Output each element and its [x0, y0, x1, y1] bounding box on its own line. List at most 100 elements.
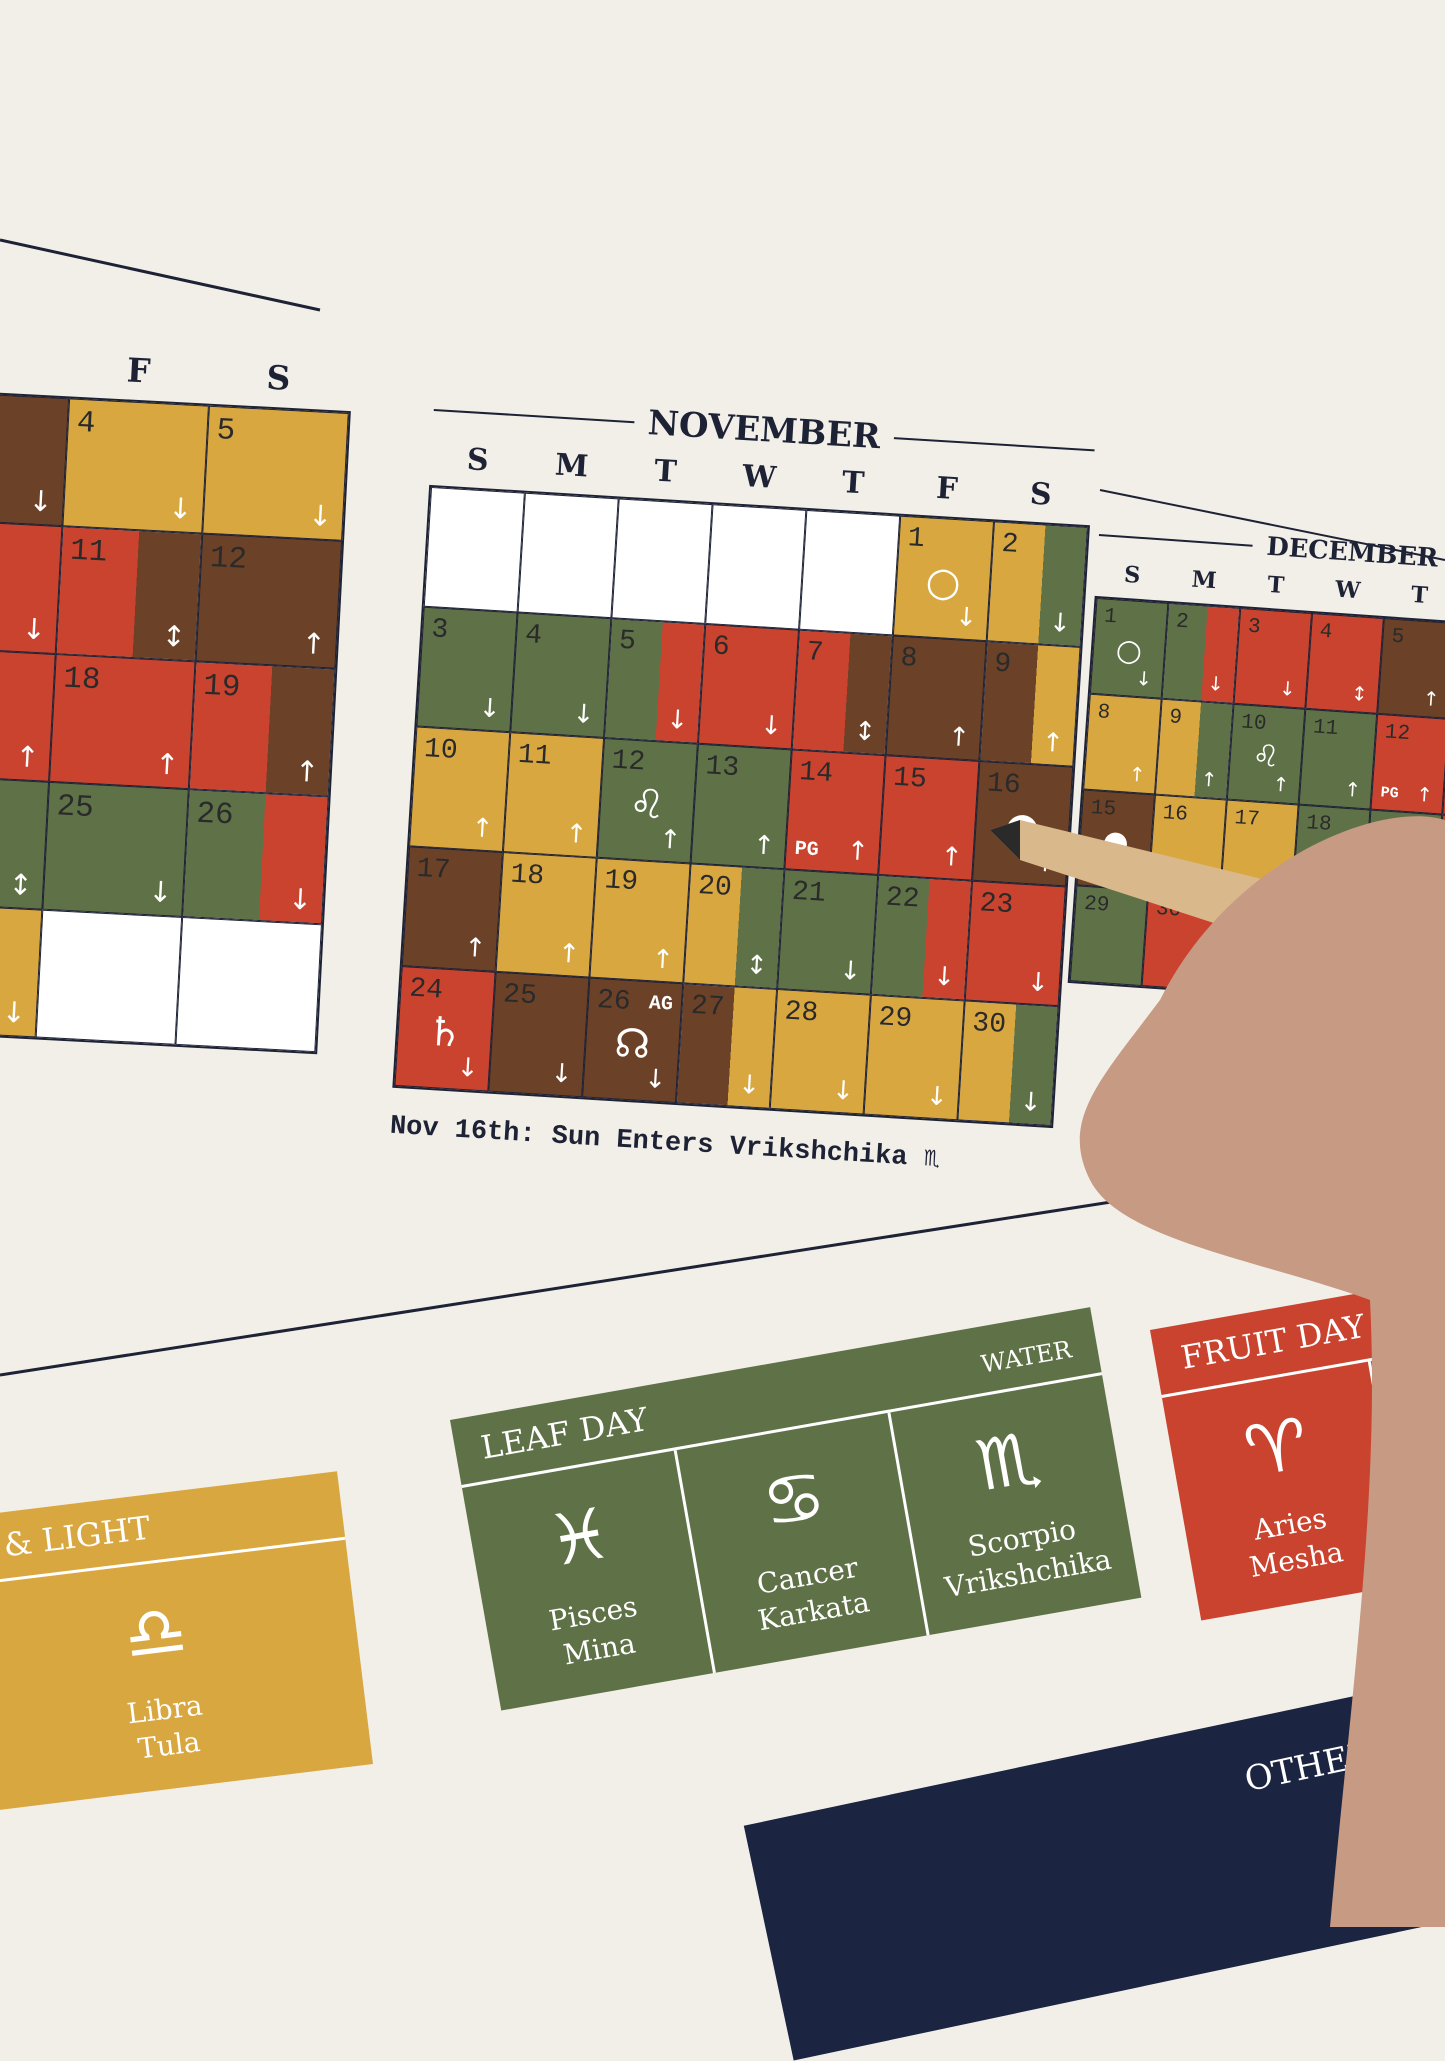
day-cell: 15 ↑ — [878, 755, 980, 881]
page: FSAG↓4↓5↓↓11↕12↑PG↑18↑19↑↕25↓26↓↓NOVEMBE… — [0, 0, 1445, 1927]
day-cell: 18 — [1291, 804, 1371, 906]
grid: AG↓4↓5↓↓11↕12↑PG↑18↑19↑↕25↓26↓↓ — [0, 388, 351, 1055]
day-cell: 18 ↑ — [495, 852, 597, 978]
day-cell: 16 — [1148, 794, 1227, 896]
sign-symbol: ♓ — [541, 1491, 618, 1584]
day-cell: 9 ↑ — [1154, 698, 1234, 800]
weekday: W — [741, 458, 778, 496]
day-arrow: ↓ — [925, 1081, 949, 1113]
day-cell: 8 ↑ — [1083, 693, 1162, 795]
day-number: 11 — [516, 739, 553, 773]
sign-symbol: ♋ — [756, 1453, 833, 1546]
day-cell: 19 — [1363, 809, 1443, 911]
day-cell: AG↓ — [0, 391, 70, 527]
blank-cell — [423, 486, 525, 613]
day-symbol: ○ — [1114, 632, 1144, 670]
week-row: ↕ 25 ↓ 26 ↓ — [0, 774, 329, 925]
day-arrow: ↓ — [571, 699, 596, 731]
day-arrow: ↓ — [1, 994, 27, 1030]
day-arrow: ↓ — [838, 955, 863, 988]
day-number: 13 — [704, 751, 740, 785]
day-arrow: ↓ — [21, 611, 47, 647]
day-number: 18 — [62, 661, 102, 699]
day-cell: 11 ↕ — [55, 526, 203, 662]
day-arrow: ↓ — [287, 881, 314, 917]
day-symbol: ● — [1003, 803, 1042, 852]
day-cell: 14 PG ↑ — [784, 749, 886, 875]
day-cell: 5 ↓ — [202, 405, 349, 541]
day-number: 29 — [1083, 892, 1111, 918]
day-number: 12 — [209, 540, 248, 578]
day-arrow: ↓ — [1278, 676, 1297, 702]
day-cell: 6 ↓ — [697, 623, 800, 750]
day-number: 3 — [430, 614, 450, 647]
day-arrow: ↓ — [954, 602, 978, 634]
day-arrow: ↓ — [1206, 671, 1225, 697]
day-cell: 17 ↑ — [401, 846, 503, 972]
weekday: M — [553, 447, 590, 485]
day-number: 16 — [1161, 802, 1189, 827]
blank-cell — [35, 909, 183, 1045]
day-number: 11 — [1312, 716, 1339, 742]
day-number: 27 — [689, 990, 726, 1024]
day-arrow: ↑ — [1415, 782, 1434, 807]
blank-cell — [175, 916, 322, 1053]
blank-cell — [1285, 900, 1364, 1002]
sign: ♋ Cancer Karkata — [673, 1412, 927, 1674]
day-cell: 12 ↑ — [195, 533, 343, 669]
day-cell: 19 ↑ — [188, 661, 336, 797]
day-number: 26 — [596, 985, 632, 1019]
week-row: PG↑18 ↑ 19 ↑ — [0, 646, 336, 797]
day-number: 1 — [906, 523, 926, 556]
blank-cell — [611, 498, 713, 624]
day-cell: 29 — [1069, 885, 1149, 987]
day-cell: 29 ↓ — [863, 994, 965, 1121]
day-number: 8 — [899, 642, 919, 675]
month: NOVEMBER S M T W T F S 1 ○ ↓ 2 ↓ 3 ↓ 4 ↓ 5 ↓ 6 ↓ 7 ↕ 8 ↑ 9 ↑ 10 ↑ 11 ↑… — [389, 390, 1096, 1182]
day-cell: 4 ↕ — [1305, 613, 1384, 714]
day-number: 15 — [1090, 797, 1117, 822]
day-arrow: ↓ — [455, 1052, 480, 1084]
day-label: AG — [648, 992, 674, 1017]
day-arrow: ↑ — [1128, 762, 1147, 787]
day-number: 17 — [1233, 807, 1261, 832]
day-number: 30 — [971, 1008, 1007, 1042]
day-number: 19 — [603, 865, 639, 899]
day-cell: 5 ↑ — [1377, 618, 1445, 719]
weekday: T — [653, 453, 678, 490]
day-arrow: ↓ — [759, 710, 784, 742]
day-arrow: ↓ — [1018, 1087, 1043, 1119]
day-cell: 1 ○ ↓ — [892, 515, 995, 642]
day-number: 26 — [195, 796, 235, 834]
day-number: 2 — [1000, 528, 1020, 561]
day-cell: 18 ↑ — [49, 654, 196, 790]
day-arrow: ↑ — [1200, 767, 1218, 792]
day-cell: 30 — [1141, 890, 1221, 992]
day-number: 14 — [798, 756, 834, 790]
day-cell: 8 ↑ — [885, 635, 987, 761]
day-arrow: ↕ — [853, 716, 877, 748]
day-symbol: ♄ — [425, 1008, 465, 1057]
day-number: 25 — [55, 789, 95, 827]
day-number: 6 — [711, 631, 731, 664]
day-number: 25 — [502, 979, 538, 1013]
day-number: 7 — [805, 637, 825, 670]
weekday: S — [1028, 476, 1053, 513]
sign-symbol: ♏ — [970, 1415, 1047, 1508]
day-cell: 5 ↓ — [604, 618, 706, 744]
sign-symbol: ♌ — [1382, 1350, 1445, 1473]
day-number: 23 — [978, 888, 1015, 922]
day-arrow: ↕ — [1350, 681, 1369, 707]
sign: ♈ Aries Mesha — [1162, 1362, 1407, 1621]
day-arrow: ↓ — [167, 490, 194, 526]
day-cell: 22 ↓ — [870, 874, 973, 1001]
legend-title: LEAF DAY — [478, 1399, 651, 1467]
divider — [0, 238, 321, 312]
weekday: W — [1334, 576, 1362, 605]
day-number: 2 — [1175, 610, 1190, 635]
day-arrow: ↑ — [1033, 847, 1058, 879]
day-cell: 3 ↓ — [1233, 607, 1313, 709]
day-cell: 24 ♄ ↓ — [394, 966, 496, 1092]
blank-cell — [1213, 895, 1292, 997]
day-arrow: ↓ — [1048, 607, 1072, 640]
